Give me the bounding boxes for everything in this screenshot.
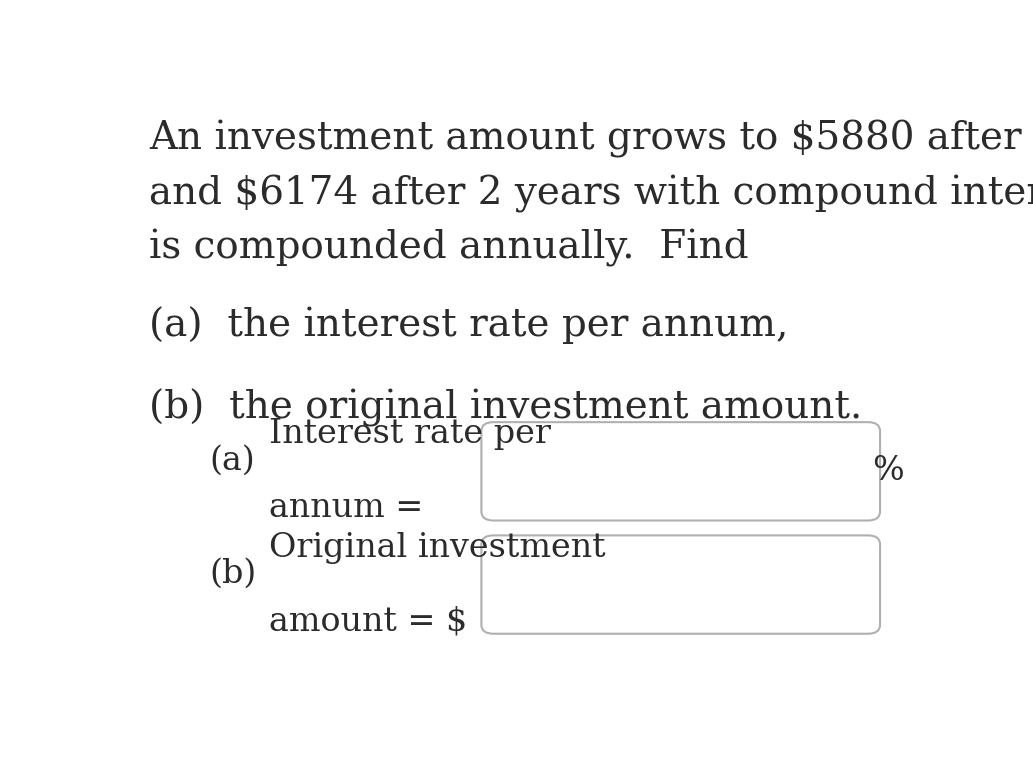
Text: (a): (a) bbox=[209, 444, 255, 476]
Text: annum =: annum = bbox=[270, 492, 424, 524]
FancyBboxPatch shape bbox=[481, 422, 880, 520]
Text: is compounded annually.  Find: is compounded annually. Find bbox=[149, 229, 749, 267]
Text: Interest rate per: Interest rate per bbox=[270, 419, 551, 450]
Text: and $6174 after 2 years with compound interest that: and $6174 after 2 years with compound in… bbox=[149, 174, 1033, 213]
FancyBboxPatch shape bbox=[481, 536, 880, 634]
Text: Original investment: Original investment bbox=[270, 532, 605, 563]
Text: (b): (b) bbox=[209, 557, 256, 590]
Text: amount = $: amount = $ bbox=[270, 605, 468, 638]
Text: %: % bbox=[872, 455, 904, 488]
Text: (b)  the original investment amount.: (b) the original investment amount. bbox=[149, 389, 863, 426]
Text: (a)  the interest rate per annum,: (a) the interest rate per annum, bbox=[149, 307, 788, 344]
Text: An investment amount grows to $5880 after 1 year: An investment amount grows to $5880 afte… bbox=[149, 120, 1033, 158]
